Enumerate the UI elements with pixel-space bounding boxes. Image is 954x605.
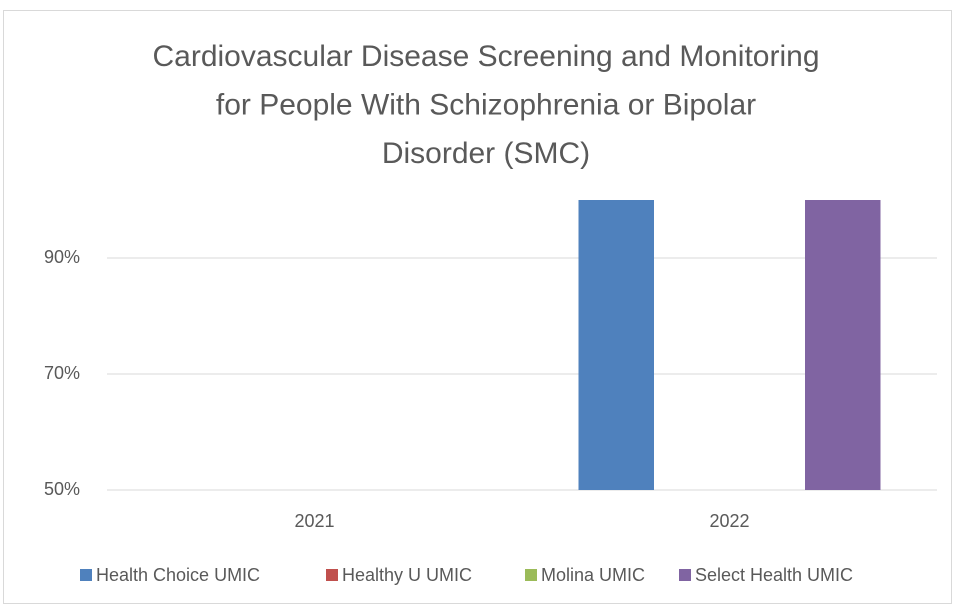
legend-marker [80,569,92,581]
chart-title: Disorder (SMC) [382,137,590,170]
chart-title: for People With Schizophrenia or Bipolar [216,88,756,121]
chart-title: Cardiovascular Disease Screening and Mon… [152,40,819,73]
bar [805,200,881,490]
y-tick-label: 90% [44,247,80,267]
chart-border [3,10,952,604]
x-tick-label: 2022 [709,511,749,531]
legend-label: Select Health UMIC [695,565,853,585]
bar [578,200,654,490]
legend-label: Molina UMIC [541,565,645,585]
x-tick-label: 2021 [294,511,334,531]
legend-marker [326,569,338,581]
legend-label: Healthy U UMIC [342,565,472,585]
y-tick-label: 50% [44,479,80,499]
y-tick-label: 70% [44,363,80,383]
legend-marker [679,569,691,581]
legend-marker [525,569,537,581]
legend-label: Health Choice UMIC [96,565,260,585]
